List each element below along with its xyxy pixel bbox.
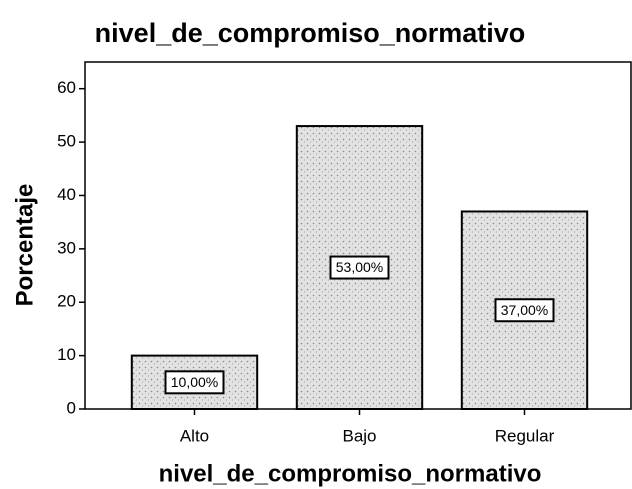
bar (130, 354, 259, 411)
value-label-box (329, 255, 390, 280)
value-label: 53,00% (336, 259, 383, 275)
y-tick-label: 30 (57, 238, 76, 257)
x-axis-title: nivel_de_compromiso_normativo (159, 460, 542, 487)
x-tick-label: Regular (495, 426, 555, 445)
value-label: 37,00% (501, 302, 548, 318)
y-tick-label: 40 (57, 185, 76, 204)
value-label: 10,00% (171, 374, 218, 390)
y-tick-label: 50 (57, 132, 76, 151)
y-tick-label: 10 (57, 345, 76, 364)
x-tick-label: Alto (180, 426, 209, 445)
y-tick-label: 20 (57, 292, 76, 311)
value-label-box (494, 298, 555, 323)
y-tick-label: 60 (57, 78, 76, 97)
y-tick-label: 0 (67, 398, 76, 417)
y-axis-title: Porcentaje (11, 184, 38, 307)
chart-title: nivel_de_compromiso_normativo (95, 18, 526, 48)
x-tick-label: Bajo (342, 426, 376, 445)
value-label-box (164, 370, 225, 395)
